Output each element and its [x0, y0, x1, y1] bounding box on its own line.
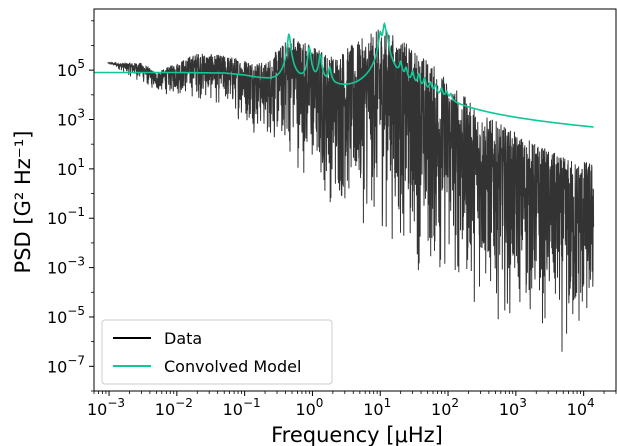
model-series-layer	[94, 22, 594, 128]
y-tick-label: 103	[57, 107, 85, 130]
series-model-line	[94, 22, 594, 128]
legend-label-model: Convolved Model	[164, 357, 301, 376]
y-tick: 101	[57, 156, 94, 179]
y-axis-ticks: 105 103 101 10−1 10−3 10−5 10−7	[47, 20, 94, 392]
y-tick-label: 101	[57, 156, 85, 179]
x-tick-label: 10−3	[87, 396, 125, 419]
y-tick: 10−7	[47, 353, 94, 376]
x-tick-label: 103	[499, 396, 527, 419]
x-tick: 10−3	[87, 391, 125, 419]
y-tick: 105	[57, 57, 94, 80]
x-tick-label: 100	[295, 396, 323, 419]
legend: Data Convolved Model	[101, 319, 333, 385]
series-data-line	[107, 29, 595, 352]
x-axis-label: Frequency [μHz]	[271, 423, 443, 446]
y-tick-label: 10−1	[47, 205, 85, 228]
y-tick-label: 10−3	[47, 255, 85, 278]
x-tick-label: 10−2	[155, 396, 193, 419]
y-tick: 10−1	[47, 205, 94, 228]
x-tick: 102	[431, 391, 459, 419]
data-series-layer	[107, 29, 595, 352]
x-tick-label: 102	[431, 396, 459, 419]
legend-box	[101, 319, 333, 385]
y-tick-label: 10−7	[47, 353, 85, 376]
y-tick-label: 105	[57, 57, 85, 80]
legend-label-data: Data	[164, 329, 202, 348]
y-tick: 10−3	[47, 255, 94, 278]
x-tick-label: 104	[567, 396, 595, 419]
y-tick-label: 10−5	[47, 304, 85, 327]
x-tick: 104	[567, 391, 595, 419]
x-tick: 10−1	[223, 391, 261, 419]
x-tick: 103	[499, 391, 527, 419]
x-tick-label: 10−1	[223, 396, 261, 419]
y-tick: 103	[57, 107, 94, 130]
x-tick: 101	[363, 391, 391, 419]
x-axis-ticks: 10−3 10−2 10−1 100 101 102 103 104	[87, 391, 617, 419]
x-tick-label: 101	[363, 396, 391, 419]
x-tick: 100	[295, 391, 323, 419]
plot-frame	[93, 8, 617, 392]
y-tick: 10−5	[47, 304, 94, 327]
x-tick: 10−2	[155, 391, 193, 419]
y-axis-label: PSD [G² Hz⁻¹]	[11, 131, 35, 274]
